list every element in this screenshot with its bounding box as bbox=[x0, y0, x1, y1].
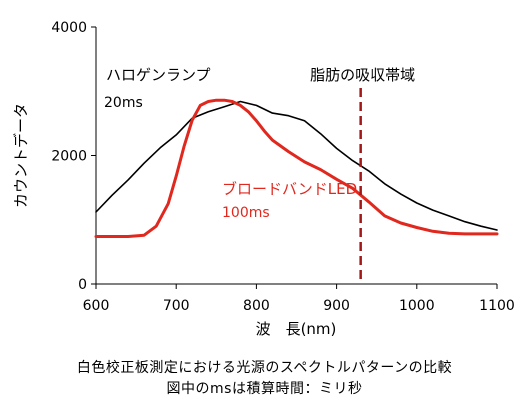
x-tick-label: 900 bbox=[323, 298, 350, 314]
series-lines bbox=[94, 98, 499, 238]
x-tick-label: 1000 bbox=[399, 298, 435, 314]
led-series-label: ブロードバンドLED bbox=[222, 180, 357, 198]
halogen-series-line bbox=[95, 100, 498, 231]
caption-line-2: 図中のmsは積算時間：ミリ秒 bbox=[166, 381, 363, 397]
labels: ハロゲンランプ 20ms ブロードバンドLED 100ms 波 長(nm) カウントデータ bbox=[12, 66, 357, 338]
halogen-series-label: ハロゲンランプ bbox=[106, 66, 211, 84]
y-tick-label: 2000 bbox=[51, 149, 87, 165]
x-tick-label: 700 bbox=[163, 298, 190, 314]
y-ticks: 0 2000 4000 bbox=[51, 20, 96, 293]
x-tick-label: 600 bbox=[83, 298, 110, 314]
caption-line-1: 白色校正板測定における光源のスペクトルパターンの比較 bbox=[76, 360, 453, 376]
y-axis-title: カウントデータ bbox=[12, 103, 30, 208]
y-tick-label: 0 bbox=[78, 277, 87, 293]
y-tick-label: 4000 bbox=[51, 20, 87, 36]
chart: 600 700 800 900 1000 1100 0 2000 4000 脂肪の吸収帯域 ハ… bbox=[12, 20, 515, 338]
x-axis-title: 波 長(nm) bbox=[256, 320, 337, 338]
halogen-series-sublabel: 20ms bbox=[104, 95, 143, 111]
led-series-sublabel: 100ms bbox=[222, 205, 270, 221]
x-tick-label: 800 bbox=[243, 298, 270, 314]
x-ticks: 600 700 800 900 1000 1100 bbox=[83, 284, 515, 314]
led-series-line bbox=[94, 98, 499, 238]
x-tick-label: 1100 bbox=[479, 298, 515, 314]
annotations: 脂肪の吸収帯域 bbox=[310, 66, 415, 284]
absorption-band-label: 脂肪の吸収帯域 bbox=[310, 66, 415, 84]
